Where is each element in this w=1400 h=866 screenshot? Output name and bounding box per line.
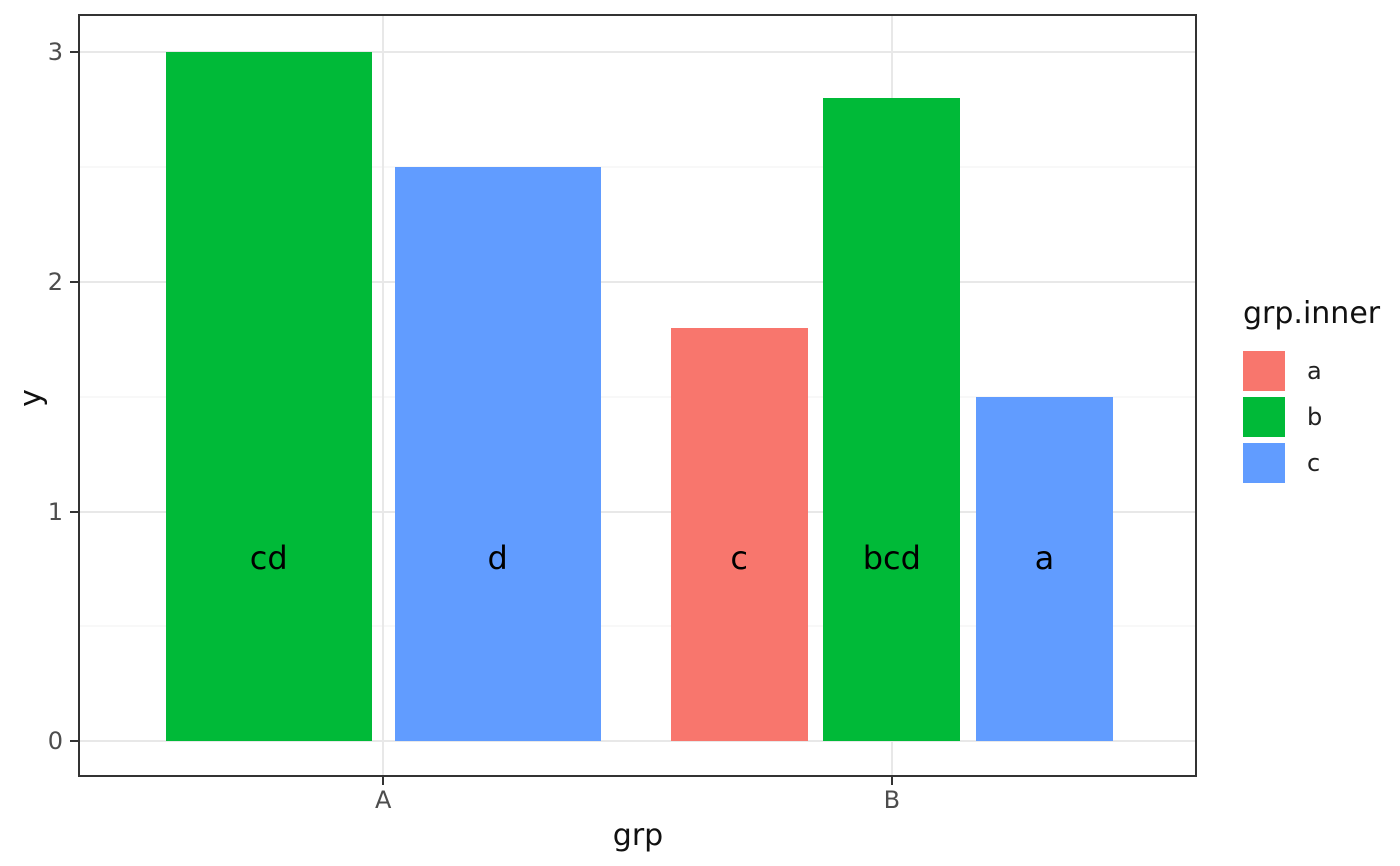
gridline-minor-horizontal <box>78 166 1197 168</box>
legend-item-label: b <box>1307 403 1323 431</box>
plot-panel: cd d c bcd a 0 1 2 3 A B <box>48 14 1197 812</box>
x-tick-label: B <box>883 786 901 814</box>
legend-swatch-a <box>1243 351 1285 391</box>
bar-label: d <box>487 538 508 577</box>
gridline-minor-horizontal <box>78 625 1197 627</box>
y-tick-mark <box>70 280 78 283</box>
gridline-major-horizontal <box>78 510 1197 513</box>
gridline-major-horizontal <box>78 50 1197 53</box>
bar-A-b <box>165 51 372 742</box>
gridline-major-horizontal <box>78 740 1197 743</box>
legend-item: c <box>1243 443 1380 483</box>
bar-B-a <box>670 327 808 742</box>
gridline-major-vertical <box>382 14 385 777</box>
legend-item: b <box>1243 397 1380 437</box>
y-tick-mark <box>70 50 78 53</box>
bar-label: cd <box>249 538 288 577</box>
y-tick-mark <box>70 510 78 513</box>
y-tick-label: 0 <box>47 727 63 756</box>
bar-B-c <box>975 396 1114 742</box>
legend-swatch-c <box>1243 443 1285 483</box>
y-tick-label: 2 <box>47 267 63 296</box>
bar-label: bcd <box>862 538 921 577</box>
y-axis-title: y <box>13 389 49 407</box>
gridline-major-horizontal <box>78 280 1197 283</box>
bar-A-c <box>394 166 601 742</box>
x-tick-mark <box>382 777 385 785</box>
x-tick-label: A <box>374 786 392 814</box>
legend-item: a <box>1243 351 1380 391</box>
gridline-minor-horizontal <box>78 396 1197 398</box>
y-tick-label: 1 <box>47 497 63 526</box>
bar-B-b <box>823 97 961 742</box>
bar-label: c <box>730 538 749 577</box>
bar-label: a <box>1034 538 1055 577</box>
legend-title: grp.inner <box>1243 296 1381 331</box>
y-tick-mark <box>70 740 78 743</box>
legend-swatch-b <box>1243 397 1285 437</box>
legend-item-label: a <box>1307 357 1322 385</box>
x-tick-mark <box>890 777 893 785</box>
x-axis-title: grp <box>612 818 664 853</box>
legend-item-label: c <box>1307 449 1321 477</box>
y-tick-label: 3 <box>47 37 63 66</box>
